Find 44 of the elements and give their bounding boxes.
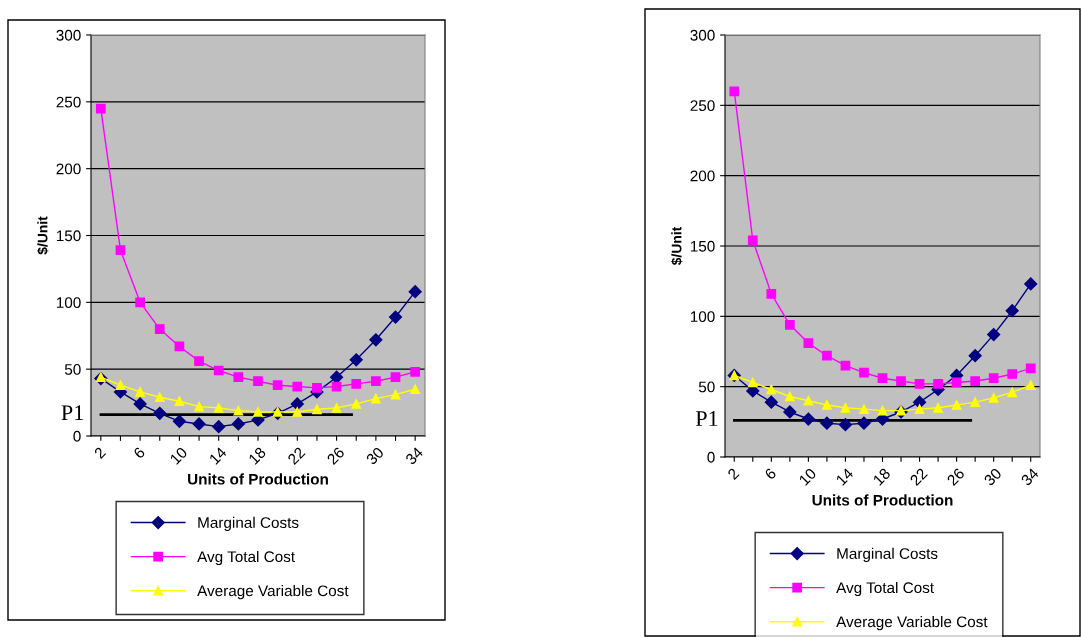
legend-label: Marginal Costs bbox=[837, 547, 938, 563]
ref-line-label: P1 bbox=[61, 405, 83, 420]
x-tick-label: 22 bbox=[909, 467, 928, 487]
x-tick-label: 10 bbox=[169, 446, 188, 465]
legend-label: Avg Total Cost bbox=[836, 581, 934, 597]
ref-line-label: P1 bbox=[695, 411, 718, 426]
y-axis-title: $/Unit bbox=[671, 226, 683, 266]
x-tick-label: 22 bbox=[287, 446, 306, 466]
x-tick-label: 6 bbox=[764, 467, 777, 481]
x-axis-title: Units of Production bbox=[188, 473, 328, 485]
y-tick-label: 150 bbox=[56, 230, 81, 242]
x-tick-label: 14 bbox=[208, 446, 228, 465]
y-tick-label: 100 bbox=[56, 297, 81, 309]
legend-label: Average Variable Cost bbox=[197, 584, 349, 600]
x-tick-label: 14 bbox=[835, 467, 854, 486]
legend-label: Avg Total Cost bbox=[197, 550, 295, 566]
y-tick-label: 200 bbox=[56, 163, 81, 175]
x-tick-label: 18 bbox=[248, 446, 267, 465]
y-tick-label: 0 bbox=[73, 430, 81, 442]
x-tick-label: 2 bbox=[727, 467, 740, 481]
x-tick-label: 18 bbox=[872, 467, 891, 486]
x-tick-label: 26 bbox=[946, 467, 966, 487]
x-tick-label: 6 bbox=[132, 446, 146, 460]
y-tick-label: 50 bbox=[64, 364, 81, 375]
x-tick-label: 34 bbox=[1020, 467, 1040, 487]
y-tick-label: 300 bbox=[690, 29, 715, 41]
y-tick-label: 300 bbox=[56, 29, 81, 41]
x-tick-label: 30 bbox=[983, 467, 1003, 487]
y-tick-label: 50 bbox=[698, 381, 715, 393]
x-tick-label: 26 bbox=[326, 446, 346, 466]
y-tick-label: 250 bbox=[690, 100, 715, 112]
y-tick-label: 150 bbox=[690, 240, 715, 252]
y-tick-label: 200 bbox=[690, 170, 715, 182]
x-tick-label: 30 bbox=[365, 446, 385, 466]
x-tick-label: 10 bbox=[798, 467, 817, 486]
legend-label: Marginal Costs bbox=[198, 516, 299, 532]
y-axis-title: $/Unit bbox=[37, 216, 49, 255]
y-tick-label: 250 bbox=[56, 96, 81, 108]
x-axis-title: Units of Production bbox=[812, 494, 953, 506]
x-tick-label: 2 bbox=[93, 446, 107, 460]
x-tick-label: 34 bbox=[404, 446, 424, 466]
y-tick-label: 100 bbox=[690, 311, 715, 323]
legend-label: Average Variable Cost bbox=[836, 615, 988, 631]
y-tick-label: 0 bbox=[707, 451, 715, 463]
